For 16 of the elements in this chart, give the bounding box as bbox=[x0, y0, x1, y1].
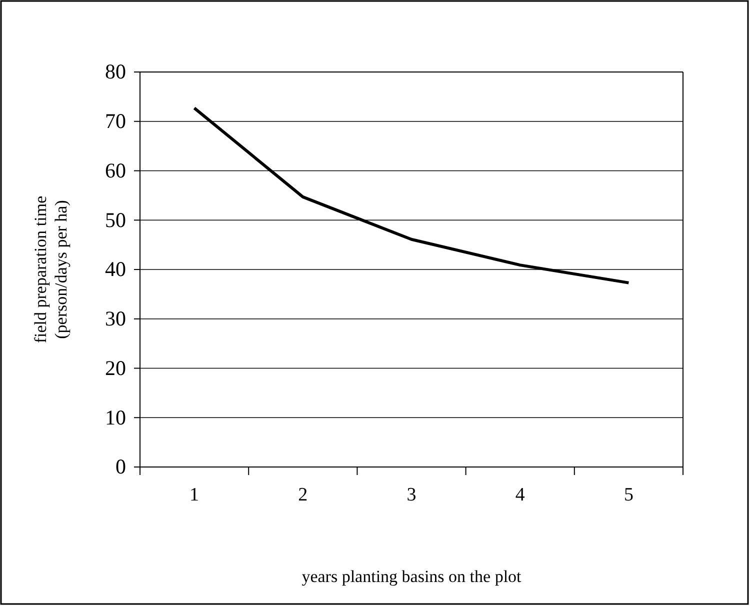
x-tick-label: 1 bbox=[190, 484, 200, 506]
x-tick-label: 5 bbox=[624, 484, 634, 506]
y-tick-label: 50 bbox=[105, 208, 126, 232]
y-tick-label: 80 bbox=[105, 60, 126, 84]
y-axis-title: field preparation time (person/days per ha) bbox=[31, 196, 70, 344]
x-tick-label: 3 bbox=[406, 484, 416, 506]
y-tick-label: 10 bbox=[105, 405, 126, 430]
y-tick-label: 70 bbox=[105, 109, 126, 134]
y-tick-label: 40 bbox=[105, 257, 126, 282]
x-tick-label: 2 bbox=[298, 484, 308, 506]
x-tick-label: 4 bbox=[515, 484, 526, 506]
y-tick-label: 30 bbox=[105, 306, 126, 331]
x-axis-title: years planting basins on the plot bbox=[302, 567, 522, 586]
y-tick-label: 20 bbox=[105, 356, 126, 380]
y-tick-label: 60 bbox=[105, 158, 126, 182]
y-tick-label: 0 bbox=[116, 454, 126, 479]
